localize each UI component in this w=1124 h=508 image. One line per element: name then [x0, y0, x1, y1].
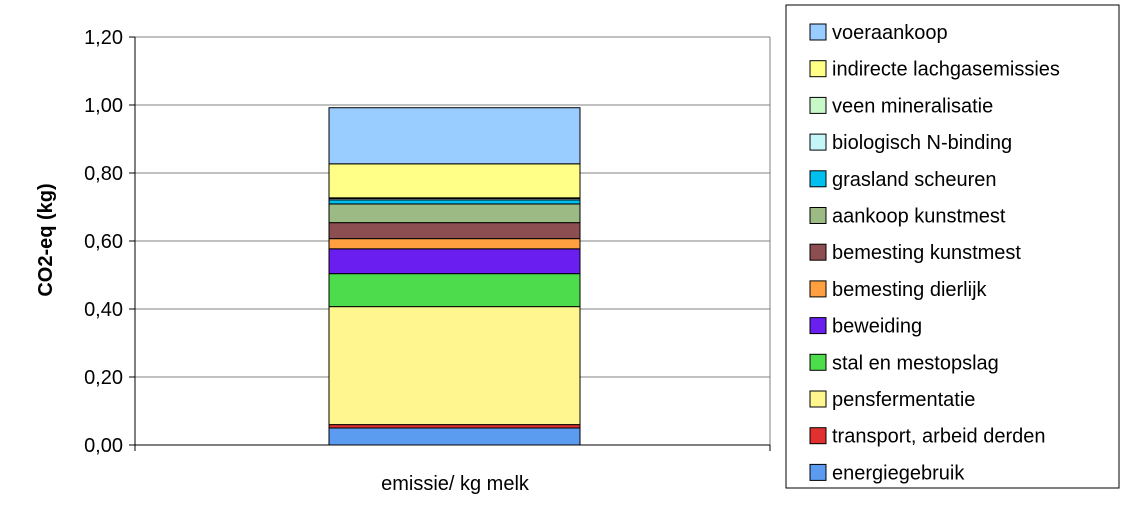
y-tick-label: 0,40 [84, 299, 123, 321]
legend-swatch [809, 427, 827, 445]
bar-segment-indirecte-lachgasemissies [328, 163, 581, 199]
bar-segment-bemesting-dierlijk [328, 238, 581, 250]
bar-segment-aankoop-kunstmest [328, 203, 581, 224]
y-tick-label: 1,00 [84, 95, 123, 117]
legend-swatch [809, 23, 827, 41]
y-axis-title: CO2-eq (kg) [35, 183, 57, 296]
legend-label: biologisch N-binding [832, 132, 1012, 154]
legend-box [785, 4, 1120, 489]
legend-swatch [809, 243, 827, 261]
bar-segment-transport-arbeid-derden [328, 424, 581, 429]
legend-label: grasland scheuren [832, 169, 997, 191]
stacked-bar [328, 107, 581, 446]
bar-segment-grasland-scheuren [328, 199, 581, 205]
legend-label: transport, arbeid derden [832, 426, 1045, 448]
y-tick-label: 1,20 [84, 27, 123, 49]
axes: 0,00 0,20 0,40 0,60 0,80 1,00 1,20 [84, 27, 771, 457]
y-tick-label: 0,20 [84, 367, 123, 389]
legend-label: pensfermentatie [832, 389, 975, 411]
bar-segment-beweiding [328, 248, 581, 275]
legend-swatch [809, 207, 827, 224]
legend-label: bemesting dierlijk [832, 279, 988, 301]
legend-swatch [809, 390, 827, 408]
legend-label: energiegebruik [832, 462, 965, 484]
bar-segment-pensfermentatie [328, 306, 581, 426]
legend-swatch [809, 317, 827, 335]
legend-swatch [809, 463, 827, 481]
legend-label: beweiding [832, 316, 922, 338]
legend-label: stal en mestopslag [832, 352, 999, 374]
legend: voeraankoop indirecte lachgasemissies veen… [785, 4, 1120, 489]
legend-swatch [809, 60, 827, 78]
legend-label: aankoop kunstmest [832, 206, 1006, 228]
legend-swatch [809, 280, 827, 298]
legend-swatch [809, 96, 827, 114]
bar-segment-stal-en-mestopslag [328, 273, 581, 308]
legend-label: indirecte lachgasemissies [832, 59, 1060, 81]
legend-swatch [809, 170, 827, 188]
y-tick-label: 0,80 [84, 163, 123, 185]
legend-label: voeraankoop [832, 22, 948, 44]
legend-label: bemesting kunstmest [832, 242, 1021, 264]
y-tick-label: 0,60 [84, 231, 123, 253]
legend-swatch [809, 133, 827, 151]
bar-segment-voeraankoop [328, 107, 581, 165]
legend-swatch [809, 353, 827, 371]
x-category-label: emissie/ kg melk [381, 473, 530, 495]
bar-segment-energiegebruik [328, 427, 581, 446]
legend-label: veen mineralisatie [832, 95, 993, 117]
bar-segment-bemesting-kunstmest [328, 222, 581, 240]
y-tick-label: 0,00 [84, 435, 123, 457]
